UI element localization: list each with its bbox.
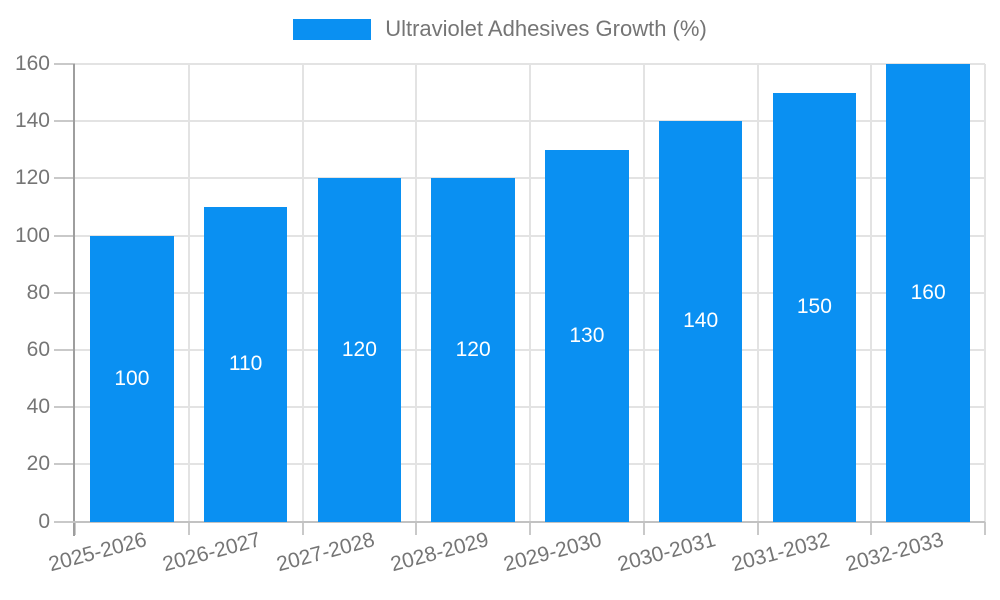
x-tick-label: 2028-2029 [387, 528, 491, 577]
legend-swatch [293, 18, 372, 40]
y-axis-tick [54, 520, 75, 523]
y-axis-tick [54, 63, 75, 65]
x-tick-label: 2026-2027 [160, 528, 264, 577]
y-tick-label: 160 [14, 52, 50, 75]
gridline-vertical [984, 64, 986, 522]
y-tick-label: 80 [26, 280, 50, 304]
y-axis-line [73, 64, 75, 536]
y-axis-tick [54, 463, 75, 466]
bar [203, 206, 288, 522]
y-tick-label: 40 [26, 395, 50, 419]
x-axis-tick [74, 521, 76, 535]
x-tick-label: 2030-2031 [615, 528, 719, 577]
y-axis-tick [54, 177, 75, 180]
legend-label: Ultraviolet Adhesives Growth (%) [385, 16, 707, 41]
gridline-vertical [870, 64, 873, 522]
y-tick-label: 0 [38, 509, 50, 533]
y-axis-tick [54, 234, 75, 237]
y-axis-tick [54, 291, 75, 294]
gridline-vertical [301, 64, 304, 522]
x-axis-tick [756, 521, 759, 535]
y-tick-label: 140 [14, 109, 50, 133]
bar-value-label: 120 [455, 337, 491, 361]
gridline-vertical [187, 64, 190, 522]
x-tick-label: 2031-2032 [729, 528, 833, 577]
bar-value-label: 110 [228, 352, 263, 376]
x-axis-line [73, 520, 985, 523]
bar [545, 149, 629, 522]
x-axis-tick [187, 521, 190, 535]
y-axis-tick [54, 406, 75, 409]
x-tick-label: 2029-2030 [501, 528, 605, 577]
bar-value-label: 150 [796, 295, 832, 319]
bar-value-label: 120 [341, 337, 377, 361]
y-tick-label: 120 [14, 166, 50, 190]
gridline-vertical [756, 64, 759, 522]
gridline-vertical [415, 64, 418, 522]
x-axis-tick [984, 521, 986, 535]
bar [317, 178, 402, 522]
x-tick-label: 2027-2028 [274, 528, 378, 577]
x-axis-tick [642, 521, 645, 535]
x-tick-label: 2032-2033 [842, 528, 946, 577]
bar [90, 235, 174, 522]
y-axis-tick [54, 120, 75, 123]
x-axis-tick [529, 521, 531, 535]
bar [658, 121, 743, 522]
x-axis-tick [301, 521, 304, 535]
y-tick-label: 100 [14, 223, 50, 247]
legend: Ultraviolet Adhesives Growth (%) [0, 16, 1000, 42]
gridline-vertical [642, 64, 645, 522]
bar-value-label: 130 [569, 323, 605, 347]
bar-value-label: 160 [910, 280, 946, 304]
x-tick-label: 2025-2026 [46, 528, 150, 577]
gridline-vertical [529, 64, 531, 522]
bar-value-label: 100 [114, 366, 150, 390]
bar [431, 178, 515, 522]
bar [772, 92, 857, 522]
y-tick-label: 60 [26, 337, 50, 361]
x-axis-tick [415, 521, 418, 535]
y-axis-tick [54, 348, 75, 351]
x-axis-tick [870, 521, 873, 535]
bar [886, 64, 970, 522]
bar-value-label: 140 [683, 309, 719, 333]
y-tick-label: 20 [26, 452, 50, 476]
